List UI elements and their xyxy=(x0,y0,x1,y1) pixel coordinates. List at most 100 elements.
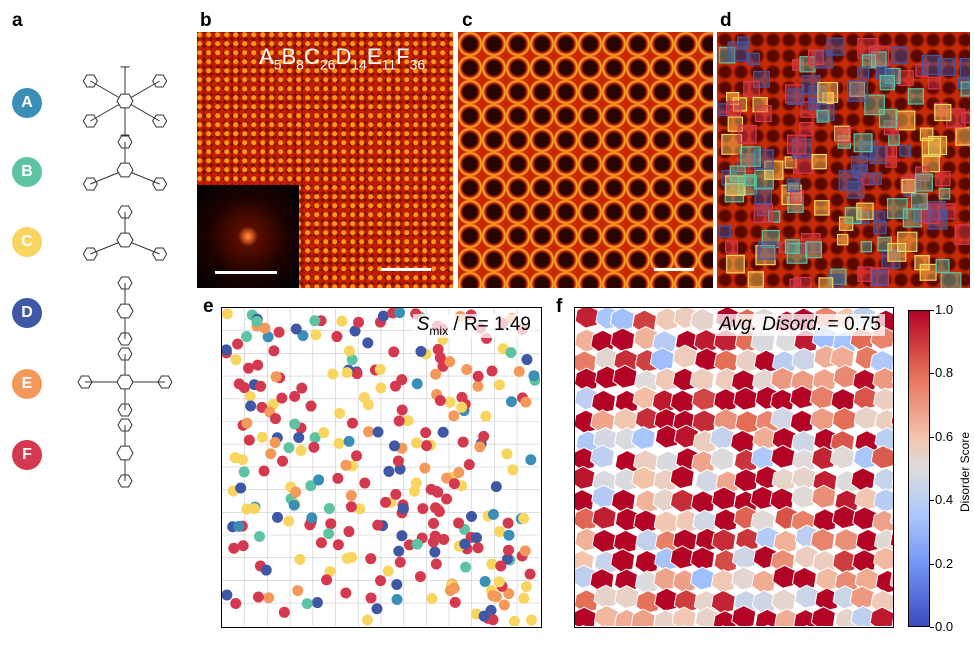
colorbar-tick-mark xyxy=(930,436,934,438)
voronoi-cell xyxy=(771,588,797,613)
voronoi-cell xyxy=(832,549,858,574)
molecule-dot xyxy=(318,427,330,439)
molecule-dot xyxy=(332,539,344,551)
voronoi-cell xyxy=(791,484,817,509)
detection-box xyxy=(754,186,772,205)
molecule-dot xyxy=(438,533,450,545)
voronoi-cell xyxy=(889,572,893,588)
detection-box xyxy=(857,38,879,60)
molecule-dot xyxy=(323,503,335,515)
molecule-dot xyxy=(429,546,441,558)
detection-box xyxy=(879,74,896,91)
voronoi-cell xyxy=(614,389,640,414)
voronoi-cell xyxy=(873,467,893,492)
voronoi-cell xyxy=(809,407,835,432)
molecule-structure-a xyxy=(82,66,168,136)
voronoi-cell xyxy=(610,488,636,513)
voronoi-cell xyxy=(752,426,778,451)
molecule-dot xyxy=(253,531,265,543)
molecule-dot xyxy=(371,603,383,615)
voronoi-cell xyxy=(873,528,893,554)
voronoi-cell xyxy=(614,426,640,452)
molecule-dot xyxy=(502,517,514,529)
voronoi-cell xyxy=(612,407,638,432)
voronoi-cell xyxy=(709,446,735,471)
molecule-dot xyxy=(390,488,402,500)
formula-element: E xyxy=(366,44,382,69)
detection-box xyxy=(910,193,928,211)
molecule-dot xyxy=(502,544,514,556)
voronoi-cell xyxy=(852,386,878,411)
molecule-dot xyxy=(429,502,441,514)
molecule-dot xyxy=(358,391,370,403)
voronoi-cell xyxy=(889,510,893,525)
molecule-dot xyxy=(417,503,429,515)
molecule-dot xyxy=(290,323,302,335)
molecule-dot xyxy=(292,585,304,597)
detection-box xyxy=(861,54,877,69)
molecule-dot xyxy=(493,379,505,391)
molecule-dot xyxy=(351,450,363,462)
disorder-voronoi-map: Avg. Disord. = 0.75 xyxy=(574,307,894,628)
molecule-dot xyxy=(415,345,427,357)
molecule-dot xyxy=(289,390,301,402)
voronoi-cell xyxy=(829,345,855,370)
voronoi-cell xyxy=(635,528,661,553)
voronoi-cell xyxy=(733,468,759,493)
detection-box xyxy=(887,242,907,262)
molecule-dot xyxy=(288,499,300,511)
panel-label-b: b xyxy=(200,10,212,31)
molecule-structure-e xyxy=(77,347,173,417)
panel-label-c: c xyxy=(462,10,473,31)
detection-box xyxy=(914,173,933,192)
voronoi-cell xyxy=(713,408,739,433)
molecule-dot xyxy=(448,478,460,490)
molecule-dot xyxy=(295,444,307,456)
molecule-dot xyxy=(270,371,282,383)
voronoi-cell xyxy=(591,505,617,530)
voronoi-cell xyxy=(711,528,737,553)
molecule-dot xyxy=(430,368,442,380)
molecule-dot xyxy=(243,362,255,374)
molecule-structure-d xyxy=(116,276,134,346)
voronoi-cell xyxy=(634,570,660,595)
molecule-dot xyxy=(258,465,270,477)
molecule-dot xyxy=(507,464,519,476)
colorbar-tick-label: 0.2 xyxy=(935,555,954,571)
molecule-dot xyxy=(471,532,483,544)
voronoi-cell xyxy=(689,566,715,591)
molecule-dot xyxy=(283,515,295,527)
formula-element: F xyxy=(396,44,410,69)
voronoi-cell xyxy=(771,350,797,375)
detection-box xyxy=(818,277,834,288)
molecule-dot xyxy=(501,448,513,460)
molecule-dot xyxy=(375,382,387,394)
molecule-structure-f xyxy=(116,418,134,488)
molecule-structure-b xyxy=(82,135,168,191)
voronoi-cell xyxy=(654,424,680,449)
molecule-dot xyxy=(411,538,423,550)
molecule-dot xyxy=(343,435,355,447)
colorbar xyxy=(908,310,930,627)
voronoi-cell xyxy=(810,527,836,553)
voronoi-cell xyxy=(850,467,876,492)
molecule-dot xyxy=(361,614,373,626)
molecule-dot xyxy=(372,519,384,531)
molecule-dot xyxy=(265,448,277,460)
molecule-dot xyxy=(346,417,358,429)
colorbar-tick-mark xyxy=(930,373,934,375)
voronoi-cell xyxy=(890,411,893,426)
voronoi-cell xyxy=(833,528,859,553)
molecule-dot xyxy=(518,513,530,525)
detection-box xyxy=(938,187,951,200)
detection-box xyxy=(743,174,756,187)
detection-box xyxy=(935,170,951,187)
voronoi-cell xyxy=(690,490,716,515)
detection-box xyxy=(761,229,780,248)
formula-count: 14 xyxy=(351,56,367,73)
molecule-structure-c xyxy=(82,205,168,261)
voronoi-cell xyxy=(870,445,893,470)
voronoi-cell xyxy=(811,484,837,509)
detection-box xyxy=(957,77,970,90)
stm-image-b: A5B8C26D14E11F36 xyxy=(197,32,453,288)
